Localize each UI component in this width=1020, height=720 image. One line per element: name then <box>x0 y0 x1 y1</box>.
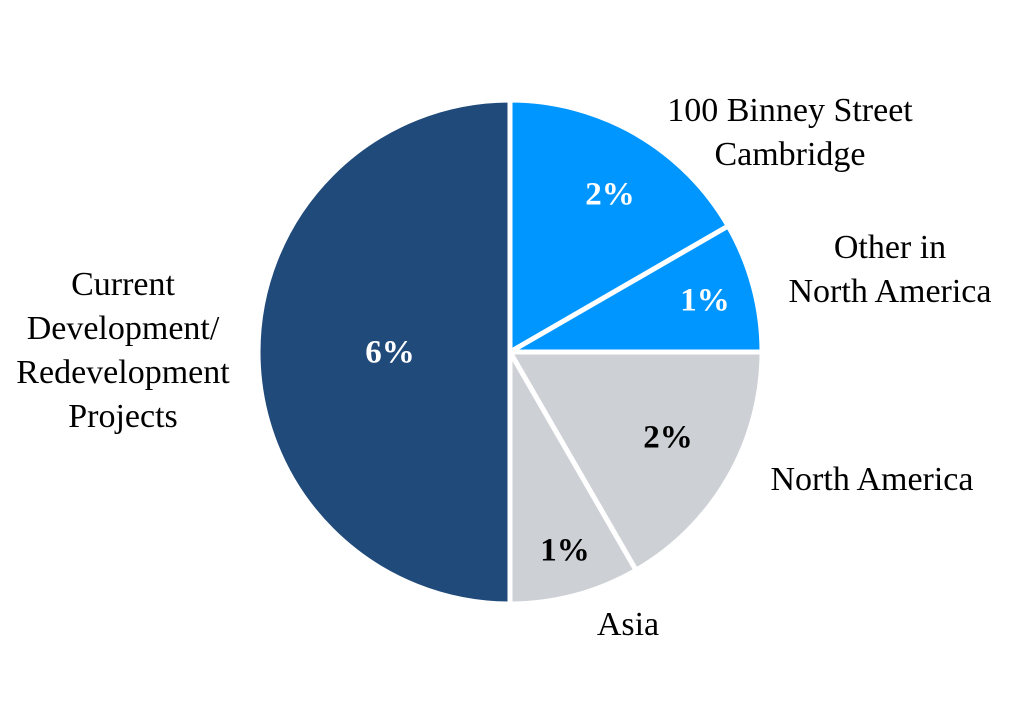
value-label: 2% <box>585 177 635 213</box>
category-label: North America <box>771 461 974 498</box>
value-label: 6% <box>365 335 415 371</box>
category-label: Asia <box>597 606 659 643</box>
value-label: 1% <box>680 283 730 319</box>
pie-slice <box>500 222 765 355</box>
pie-slice <box>255 97 513 607</box>
pie-slice <box>507 342 640 607</box>
category-label: Current Development/Redevelopment Projects <box>16 266 230 435</box>
value-label: 2% <box>643 420 693 456</box>
pie-slice <box>507 97 732 357</box>
pie-slice <box>505 349 765 574</box>
category-label: Other in North America <box>789 229 992 310</box>
value-label: 1% <box>540 533 590 569</box>
category-label: 100 Binney Street Cambridge <box>667 92 913 173</box>
